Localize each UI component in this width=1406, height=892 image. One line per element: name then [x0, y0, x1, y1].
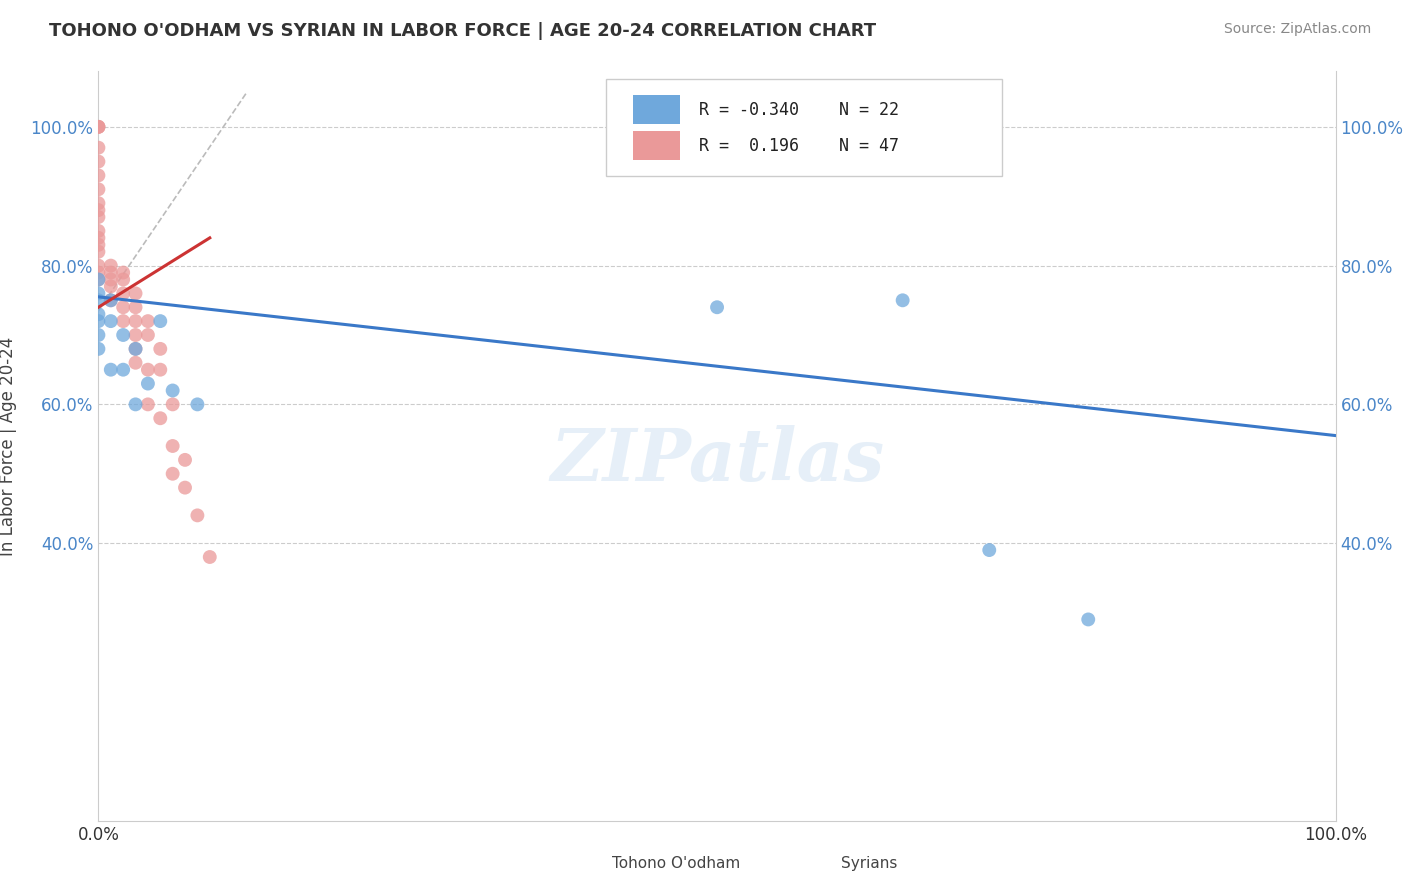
Point: [87, 272, 110, 286]
Point: [149, 342, 172, 356]
Point: [136, 328, 159, 343]
Text: Source: ZipAtlas.com: Source: ZipAtlas.com: [1223, 22, 1371, 37]
Point: [162, 397, 184, 411]
Point: [174, 481, 197, 495]
Point: [87, 286, 110, 301]
Point: [87, 120, 110, 134]
Point: [124, 328, 146, 343]
Point: [100, 259, 122, 273]
FancyBboxPatch shape: [568, 855, 599, 871]
Point: [87, 182, 110, 196]
Point: [124, 286, 146, 301]
Text: Syrians: Syrians: [841, 855, 897, 871]
Point: [124, 314, 146, 328]
Point: [979, 543, 1001, 558]
Text: Tohono O'odham: Tohono O'odham: [612, 855, 740, 871]
Point: [87, 196, 110, 211]
Point: [87, 307, 110, 321]
Point: [100, 272, 122, 286]
FancyBboxPatch shape: [633, 131, 681, 160]
Point: [112, 328, 135, 343]
Text: TOHONO O'ODHAM VS SYRIAN IN LABOR FORCE | AGE 20-24 CORRELATION CHART: TOHONO O'ODHAM VS SYRIAN IN LABOR FORCE …: [49, 22, 876, 40]
Point: [87, 120, 110, 134]
Point: [112, 266, 135, 280]
Point: [87, 272, 110, 286]
Point: [136, 397, 159, 411]
Point: [87, 259, 110, 273]
Point: [149, 411, 172, 425]
Point: [124, 397, 146, 411]
Point: [112, 300, 135, 314]
Point: [87, 244, 110, 259]
Point: [87, 224, 110, 238]
Point: [87, 328, 110, 343]
Point: [87, 210, 110, 224]
Point: [87, 237, 110, 252]
Point: [174, 453, 197, 467]
Text: R =  0.196    N = 47: R = 0.196 N = 47: [699, 136, 898, 154]
Point: [87, 314, 110, 328]
Point: [891, 293, 914, 308]
FancyBboxPatch shape: [633, 95, 681, 124]
Point: [136, 314, 159, 328]
Point: [162, 439, 184, 453]
Point: [87, 154, 110, 169]
Point: [124, 300, 146, 314]
Point: [87, 266, 110, 280]
Point: [136, 362, 159, 376]
Point: [112, 362, 135, 376]
FancyBboxPatch shape: [797, 855, 828, 871]
Point: [87, 231, 110, 245]
Point: [124, 342, 146, 356]
Y-axis label: In Labor Force | Age 20-24: In Labor Force | Age 20-24: [0, 336, 17, 556]
Point: [198, 549, 221, 564]
Point: [100, 293, 122, 308]
Point: [706, 300, 728, 314]
Point: [100, 279, 122, 293]
Text: ZIPatlas: ZIPatlas: [550, 425, 884, 497]
Point: [112, 272, 135, 286]
Point: [136, 376, 159, 391]
Point: [87, 169, 110, 183]
Point: [100, 314, 122, 328]
Point: [87, 141, 110, 155]
Point: [87, 293, 110, 308]
Point: [100, 266, 122, 280]
Point: [149, 362, 172, 376]
Point: [186, 508, 208, 523]
Point: [162, 467, 184, 481]
Point: [124, 342, 146, 356]
Point: [100, 362, 122, 376]
Point: [162, 384, 184, 398]
Point: [149, 314, 172, 328]
Point: [186, 397, 208, 411]
Point: [87, 120, 110, 134]
Point: [112, 314, 135, 328]
Point: [112, 286, 135, 301]
Point: [1077, 612, 1099, 626]
Point: [87, 203, 110, 218]
Point: [124, 356, 146, 370]
Text: R = -0.340    N = 22: R = -0.340 N = 22: [699, 101, 898, 119]
Point: [87, 342, 110, 356]
FancyBboxPatch shape: [606, 78, 1001, 177]
Point: [100, 293, 122, 308]
